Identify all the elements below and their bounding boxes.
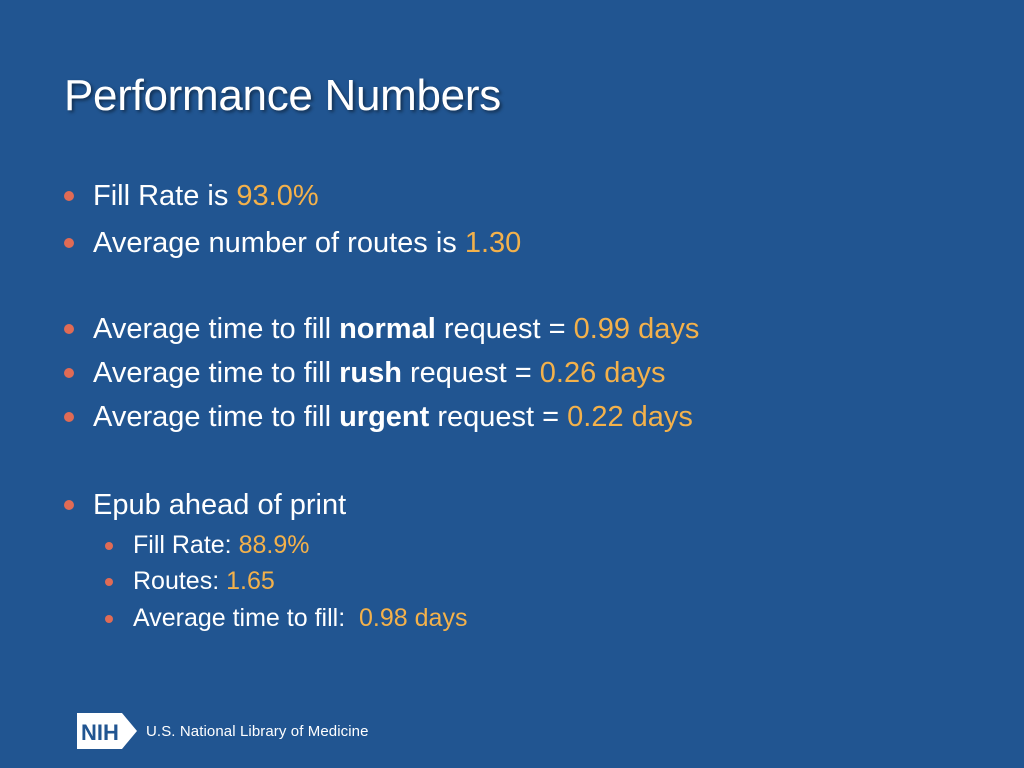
bullet-label: Average number of routes is <box>93 227 465 259</box>
sub-bullet-label: Routes: <box>133 567 227 595</box>
bullet-value: 93.0% <box>236 180 319 212</box>
bullet-dot-icon <box>64 500 74 510</box>
sub-bullet-label: Average time to fill: <box>133 604 360 632</box>
sub-bullet-text: Routes: 1.65 <box>133 565 275 597</box>
footer: NIH U.S. National Library of Medicine <box>76 712 369 750</box>
bullet-label: Fill Rate is <box>93 180 237 212</box>
bullet-dot-icon <box>64 368 74 378</box>
bullet-dot-icon <box>105 578 113 586</box>
bullet-dot-icon <box>64 324 74 334</box>
bullet-text: Average time to fill urgent request = 0.… <box>93 399 693 435</box>
bullet-label-suffix: request = <box>429 401 568 433</box>
bullet-dot-icon <box>64 191 74 201</box>
sub-bullet-value: 0.98 days <box>359 604 468 632</box>
bullet-value: 0.22 days <box>567 401 693 433</box>
bullet-value: 1.30 <box>464 227 522 259</box>
bullet-text: Average time to fill rush request = 0.26… <box>93 355 666 391</box>
sub-bullet-value: 1.65 <box>226 567 275 595</box>
nih-logo-icon: NIH <box>76 712 138 750</box>
bullet-text: Average number of routes is 1.30 <box>93 225 521 261</box>
bullet-label: Average time to fill <box>93 401 340 433</box>
bullet-emphasis: urgent <box>339 401 430 433</box>
nih-logo-text: NIH <box>81 720 119 745</box>
bullet-value: 0.99 days <box>573 313 700 345</box>
slide-title: Performance Numbers <box>64 71 501 120</box>
bullet-dot-icon <box>105 615 113 623</box>
sub-bullet-label: Fill Rate: <box>133 531 239 559</box>
bullet-label-suffix: request = <box>435 313 574 345</box>
bullet-text: Epub ahead of print <box>93 489 347 521</box>
organization-name: U.S. National Library of Medicine <box>146 722 369 740</box>
bullet-value: 0.26 days <box>539 357 666 389</box>
bullet-text: Fill Rate is 93.0% <box>93 178 319 214</box>
sub-bullet-text: Fill Rate: 88.9% <box>133 529 309 561</box>
sub-bullet-value: 88.9% <box>238 531 310 559</box>
bullet-emphasis: rush <box>339 357 402 389</box>
bullet-emphasis: normal <box>339 313 436 345</box>
bullet-label-suffix: request = <box>401 357 540 389</box>
sub-bullet-text: Average time to fill: 0.98 days <box>133 602 467 634</box>
bullet-dot-icon <box>64 238 74 248</box>
bullet-label: Average time to fill <box>93 313 340 345</box>
bullet-dot-icon <box>105 542 113 550</box>
bullet-dot-icon <box>64 412 74 422</box>
bullet-text: Average time to fill normal request = 0.… <box>93 311 699 347</box>
bullet-label: Average time to fill <box>93 357 340 389</box>
